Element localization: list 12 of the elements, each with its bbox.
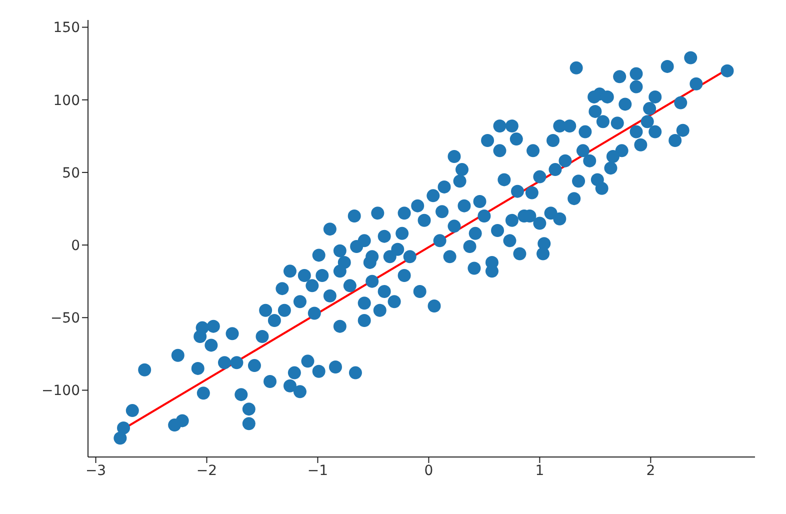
y-tick-label: 150 bbox=[53, 20, 80, 36]
x-tick-label: −1 bbox=[307, 462, 328, 479]
y-tick-label: −50 bbox=[50, 310, 80, 327]
x-tick-label: −2 bbox=[196, 462, 218, 479]
x-tick-label: 1 bbox=[535, 462, 544, 479]
y-tick-label: −100 bbox=[42, 383, 80, 400]
y-tick-label: 50 bbox=[62, 165, 80, 182]
x-tick-label: −3 bbox=[85, 462, 106, 479]
x-tick-label: 0 bbox=[424, 462, 434, 479]
y-tick-label: 0 bbox=[71, 238, 80, 254]
y-tick-label: 100 bbox=[53, 92, 80, 109]
x-tick-label: 2 bbox=[646, 462, 656, 479]
